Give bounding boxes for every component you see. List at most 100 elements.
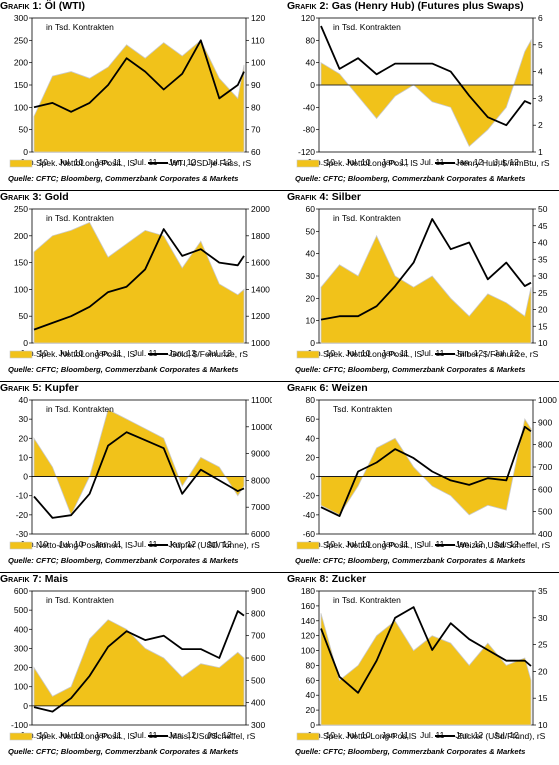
y2-tick-label: 900 (538, 417, 552, 427)
y-tick-label: 300 (14, 13, 28, 23)
y-tick-label: -20 (303, 491, 316, 501)
x-tick-label: Jan. 12 (455, 730, 483, 740)
y-tick-label: 0 (310, 80, 315, 90)
x-tick-label: Jan. 12 (455, 157, 483, 167)
x-tick-label: Jan. 11 (381, 348, 409, 358)
x-tick-label: Jan. 10 (307, 539, 335, 549)
x-tick-label: Jul. 11 (420, 539, 445, 549)
y2-tick-label: 1600 (251, 258, 270, 268)
y2-tick-label: 80 (251, 102, 261, 112)
line-series (320, 425, 532, 517)
y2-tick-label: 90 (251, 80, 261, 90)
y-tick-label: 100 (14, 682, 28, 692)
chart-panel: Grafik 5: Kupfer -30 -20 -10 0 10 20 30 40 6000 70… (0, 382, 272, 572)
area-series (320, 418, 532, 516)
line-series (33, 431, 245, 519)
y2-tick-label: 8000 (251, 475, 270, 485)
y-tick-label: 10 (19, 452, 29, 462)
x-tick-label: Jan. 10 (20, 157, 48, 167)
legend-label: Mais, USd/Scheffel, rS (170, 731, 256, 741)
chart-title-text: Mais (41, 573, 69, 585)
units-note: in Tsd. Kontrakten (46, 213, 114, 223)
x-tick-label: Jan. 12 (168, 157, 196, 167)
y-tick-label: 100 (301, 646, 315, 656)
chart-svg: -100 0 100 200 300 400 500 600 300 400 500 600 700 80… (9, 586, 265, 741)
chart-title-text: Kupfer (41, 382, 79, 394)
y2-tick-label: 600 (538, 484, 552, 494)
y2-tick-label: 7000 (251, 502, 270, 512)
chart-title: Grafik 2: Gas (Henry Hub) (Futures plus … (287, 0, 524, 12)
y-tick-label: 250 (14, 35, 28, 45)
y2-tick-label: 5 (538, 40, 543, 50)
area-series (320, 38, 532, 148)
chart-panel: Grafik 6: Weizen -60 -40 -20 0 20 40 60 80 400 500… (287, 382, 559, 572)
chart-title-prefix: Grafik 2: (287, 0, 329, 12)
chart-title-prefix: Grafik 8: (287, 573, 329, 585)
x-tick-label: Jan. 11 (94, 157, 122, 167)
y-tick-label: 200 (14, 231, 28, 241)
legend-label: Spek. NettoLong Posit., lS (36, 158, 136, 168)
y2-tick-label: 9000 (251, 449, 270, 459)
chart-title: Grafik 5: Kupfer (0, 382, 79, 394)
y2-tick-label: 1 (538, 147, 543, 157)
y-tick-label: 50 (306, 226, 316, 236)
y2-tick-label: 35 (538, 254, 548, 264)
line-series (320, 606, 532, 694)
chart-title-text: Silber (328, 191, 361, 203)
y2-tick-label: 70 (251, 125, 261, 135)
source-note: Quelle: CFTC; Bloomberg, Commerzbank Cor… (8, 174, 239, 183)
x-tick-label: Jul. 11 (133, 348, 158, 358)
y-tick-label: 40 (306, 690, 316, 700)
chart-title-text: Gas (Henry Hub) (Futures plus Swaps) (328, 0, 524, 12)
chart-panel: Grafik 7: Mais -100 0 100 200 300 400 500 600 300… (0, 573, 272, 763)
legend-label: Henry Hub, $/mmBtu, rS (457, 158, 550, 168)
units-note: in Tsd. Kontrakten (46, 595, 114, 605)
y2-tick-label: 35 (538, 586, 548, 596)
units-note: in Tsd. Kontrakten (333, 213, 401, 223)
units-note: Tsd. Kontrakten (333, 404, 392, 414)
units-note: in Tsd. Kontrakten (46, 22, 114, 32)
chart-title: Grafik 1: Öl (WTI) (0, 0, 85, 12)
x-tick-label: Jul. 12 (494, 157, 519, 167)
y2-tick-label: 10000 (251, 422, 272, 432)
y2-tick-label: 110 (251, 35, 265, 45)
legend-swatch-area (296, 159, 320, 168)
y-tick-label: -100 (11, 720, 28, 730)
legend-label: Spek. NettoLong Pos., lS (323, 158, 418, 168)
legend-label: Gold, $/Feinunze, rS (170, 349, 248, 359)
y-tick-label: 120 (301, 631, 315, 641)
x-tick-label: Jul. 11 (420, 348, 445, 358)
y2-tick-label: 25 (538, 288, 548, 298)
y-tick-label: 400 (14, 624, 28, 634)
legend-swatch-area (296, 350, 320, 359)
y-tick-label: 80 (306, 395, 316, 405)
line-series (320, 25, 532, 127)
y-tick-label: 40 (306, 433, 316, 443)
y-tick-label: 30 (19, 414, 29, 424)
y-tick-label: 160 (301, 601, 315, 611)
chart-svg: 0 50 100 150 200 250 1000 1200 1400 1600 1800 2000 J… (9, 204, 270, 359)
y-tick-label: 0 (23, 147, 28, 157)
legend-swatch-area (296, 541, 320, 550)
x-tick-label: Jan. 12 (168, 348, 196, 358)
chart-panel: Grafik 3: Gold 0 50 100 150 200 250 1000 1200 140… (0, 191, 272, 381)
y-tick-label: 50 (19, 125, 29, 135)
chart-title: Grafik 3: Gold (0, 191, 69, 203)
x-tick-label: Jul. 10 (346, 539, 371, 549)
y2-tick-label: 20 (538, 305, 548, 315)
chart-title-prefix: Grafik 3: (0, 191, 42, 203)
chart-title-text: Weizen (328, 382, 368, 394)
x-tick-label: Jan. 11 (381, 539, 409, 549)
legend-swatch-area (9, 541, 33, 550)
source-note: Quelle: CFTC; Bloomberg, Commerzbank Cor… (8, 747, 239, 756)
y2-tick-label: 30 (538, 613, 548, 623)
y2-tick-label: 4 (538, 67, 543, 77)
line-series (33, 610, 245, 713)
y2-tick-label: 60 (251, 147, 261, 157)
x-tick-label: Jul. 12 (494, 348, 519, 358)
units-note: in Tsd. Kontrakten (46, 404, 114, 414)
y-tick-label: -30 (16, 529, 29, 539)
y-tick-label: 100 (14, 102, 28, 112)
source-note: Quelle: CFTC; Bloomberg, Commerzbank Cor… (8, 556, 239, 565)
y2-tick-label: 500 (251, 675, 265, 685)
